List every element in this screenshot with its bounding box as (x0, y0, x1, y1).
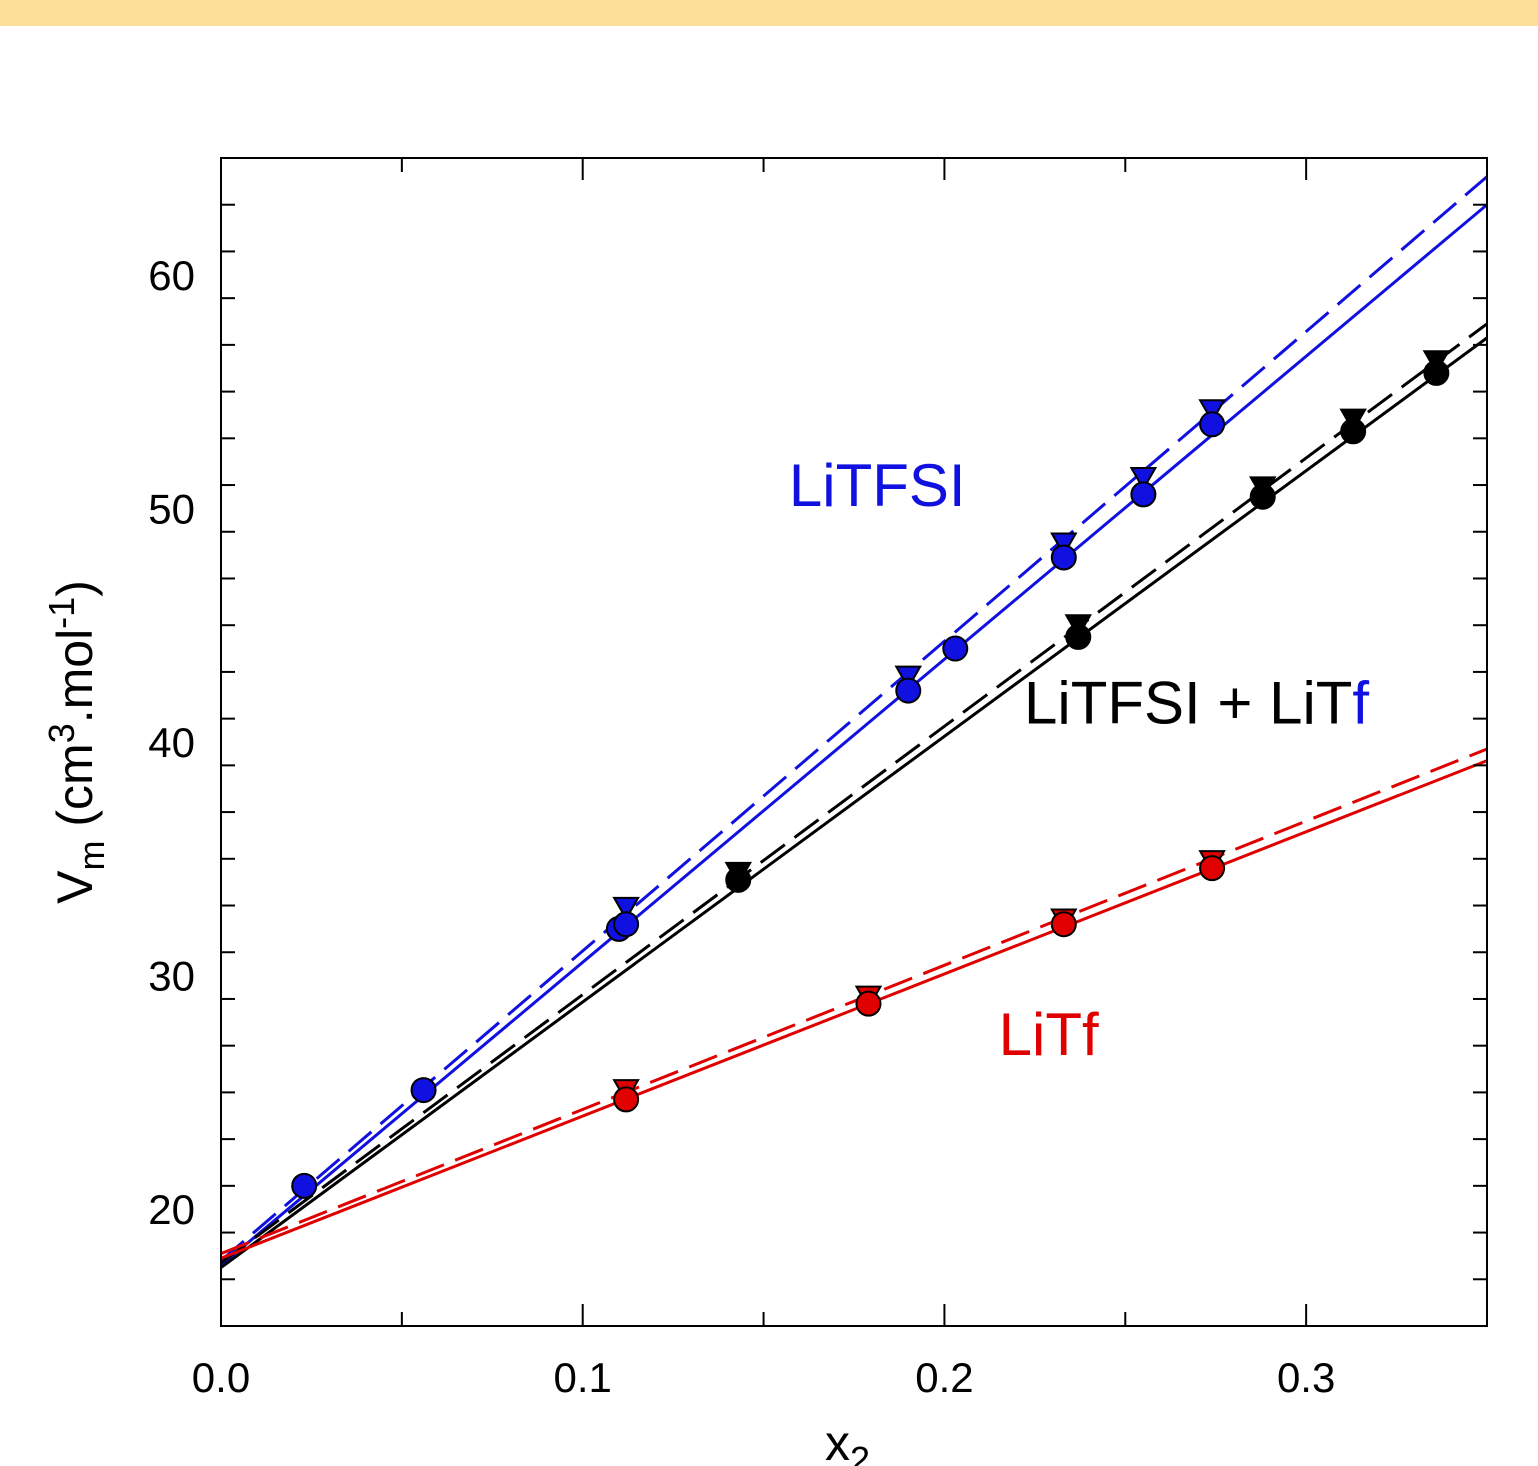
data-point-circle (1050, 911, 1077, 938)
data-point-circle (942, 635, 969, 662)
y-tick-label: 60 (148, 252, 195, 299)
data-point-circle (1249, 483, 1276, 510)
fit-line-solid (221, 759, 1487, 1260)
x-axis-label: x2 (825, 1415, 870, 1466)
annotation-litf: LiTf (999, 1001, 1099, 1068)
fit-line-dashed (221, 175, 1487, 1262)
fit-line-dashed (221, 747, 1487, 1255)
y-axis-label: Vm (cm3.mol-1) (41, 580, 112, 904)
data-point-circle (1199, 411, 1226, 438)
annotation-litfsi: LiTFSI (789, 452, 966, 519)
data-point-circle (895, 677, 922, 704)
y-tick-label: 40 (148, 719, 195, 766)
data-point-triangle (1198, 399, 1226, 424)
axis-ticks (220, 157, 1488, 1327)
data-point-circle (1423, 359, 1450, 386)
y-tick-label: 20 (148, 1186, 195, 1233)
x-tick-label: 0.0 (192, 1354, 250, 1401)
x-tick-label: 0.3 (1277, 1354, 1335, 1401)
data-point-circle (410, 1077, 437, 1104)
fit-line-dashed (221, 322, 1487, 1265)
top-color-band (0, 0, 1538, 26)
y-tick-label: 30 (148, 953, 195, 1000)
data-point-circle (291, 1172, 318, 1199)
plot-frame (220, 157, 1488, 1327)
data-point-circle (613, 1086, 640, 1113)
y-tick-label: 50 (148, 485, 195, 532)
fit-line-solid (221, 336, 1487, 1269)
data-point-circle (1130, 481, 1157, 508)
data-point-circle (1199, 855, 1226, 882)
data-point-circle (613, 911, 640, 938)
data-point-triangle (1050, 532, 1078, 557)
data-markers (291, 350, 1451, 1199)
x-tick-label: 0.2 (915, 1354, 973, 1401)
data-point-circle (1050, 544, 1077, 571)
data-point-triangle (1129, 467, 1158, 492)
data-point-circle (1340, 418, 1367, 445)
data-point-triangle (612, 896, 640, 921)
data-point-triangle (894, 665, 922, 690)
data-point-circle (855, 990, 882, 1017)
annotation-litfsi-litf: LiTFSI + LiTf (1024, 669, 1369, 736)
x-tick-label: 0.1 (554, 1354, 612, 1401)
data-point-circle (1065, 623, 1092, 650)
data-point-circle (725, 866, 752, 893)
tick-labels: 0.0 0.1 0.2 0.3 20 30 40 50 60 (148, 252, 1335, 1401)
